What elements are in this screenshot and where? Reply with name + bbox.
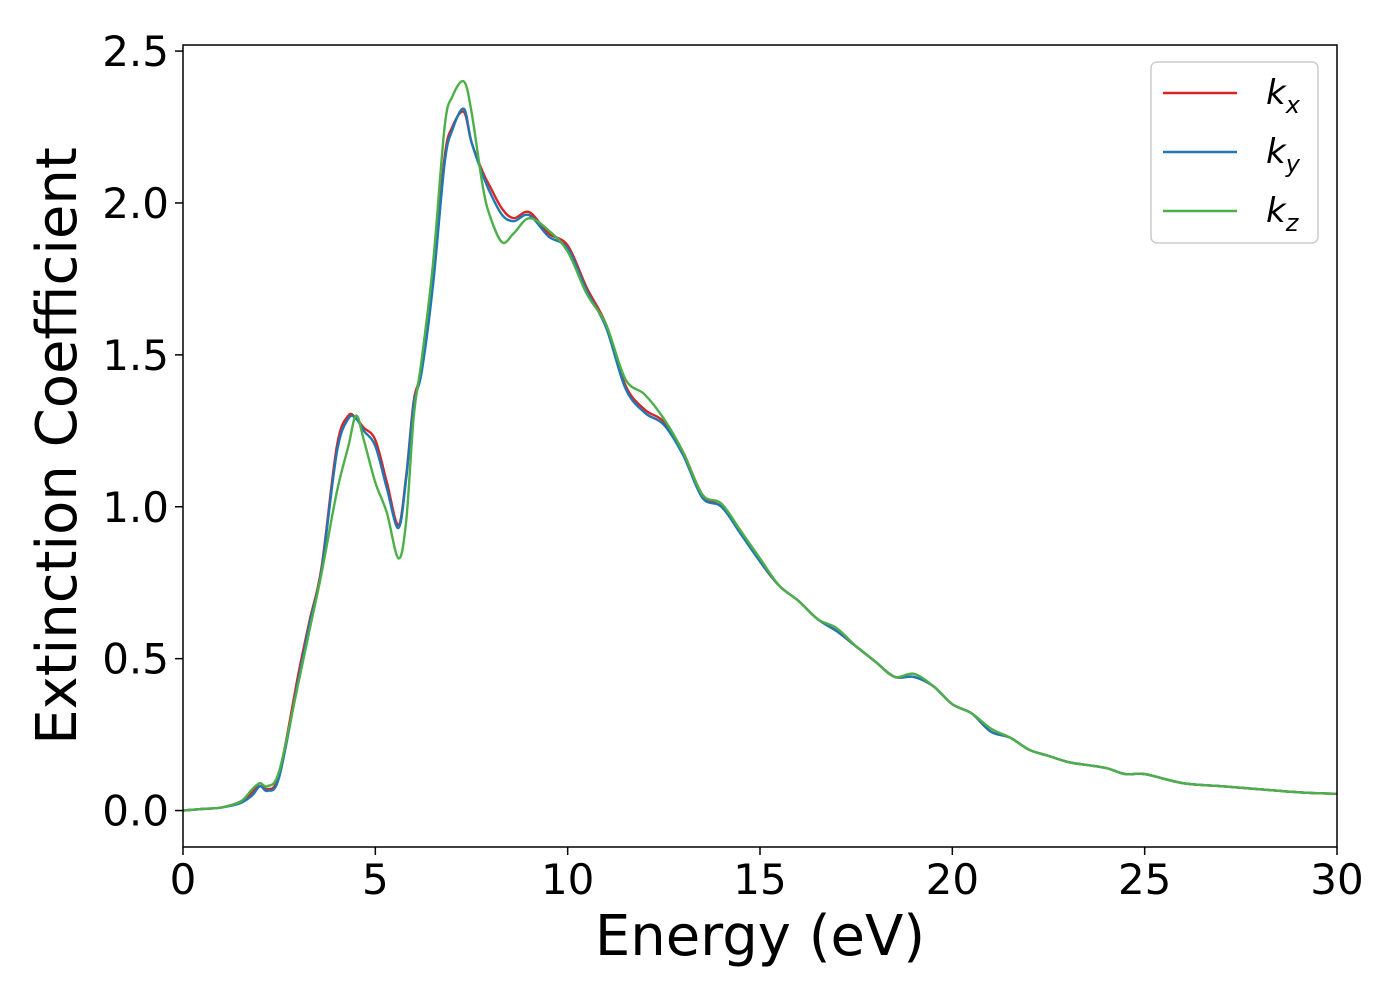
legend-label-subscript: x [1285,91,1301,119]
legend-label-base: k [1266,132,1287,172]
series-line-kz [182,79,1338,812]
y-tick-label: 2.5 [102,27,169,76]
x-axis-label: Energy (eV) [595,904,925,969]
y-tick-label: 2.0 [102,179,169,228]
y-tick-label: 1.0 [102,483,169,532]
x-tick-label: 10 [541,855,594,904]
legend-label-subscript: z [1285,209,1300,237]
legend-label-subscript: y [1285,150,1301,178]
y-axis-label: Extinction Coefficient [25,147,90,745]
y-tick-label: 0.5 [102,635,169,684]
x-axis-ticks: 0 5 10 15 20 25 30 [170,847,1364,904]
legend-label-kx: kx [1266,73,1301,119]
legend-label-base: k [1266,73,1287,113]
legend-label-kz: kz [1266,191,1300,237]
y-tick-label: 0.0 [102,787,169,836]
y-tick-label: 1.5 [102,331,169,380]
legend-label-base: k [1266,191,1287,231]
y-axis-ticks: 0.0 0.5 1.0 1.5 2.0 2.5 [102,27,183,836]
x-tick-label: 30 [1310,855,1363,904]
x-tick-label: 0 [170,855,197,904]
x-tick-label: 20 [926,855,979,904]
legend-label-ky: ky [1266,132,1301,178]
x-tick-label: 5 [362,855,389,904]
series-layer [182,79,1338,812]
x-tick-label: 25 [1118,855,1171,904]
x-tick-label: 15 [733,855,786,904]
